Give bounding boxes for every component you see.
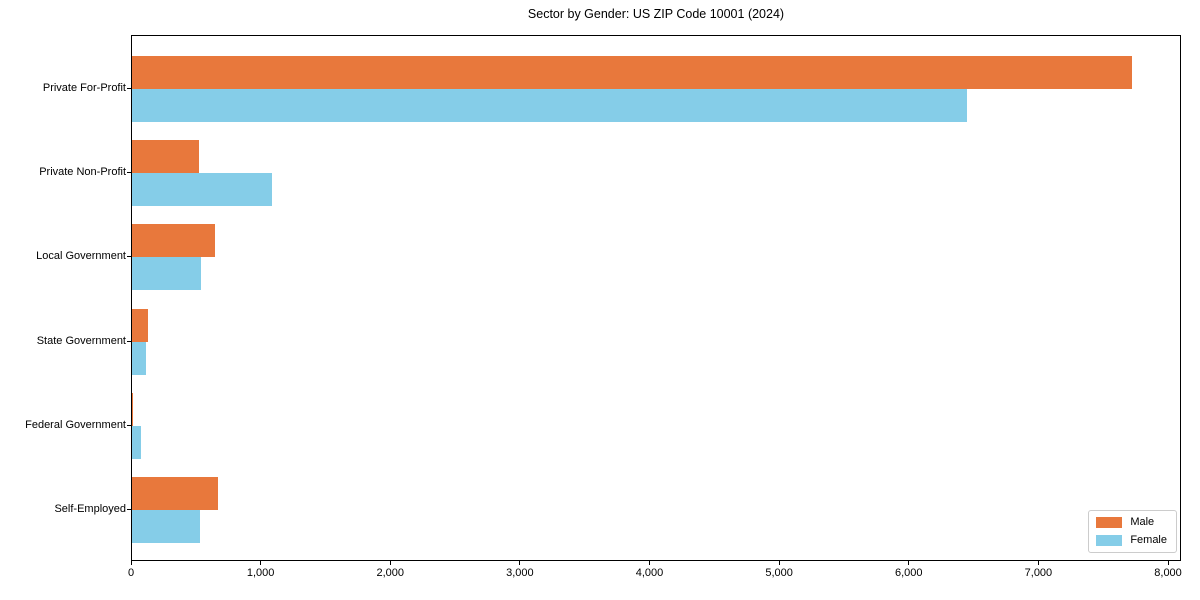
x-tick-label-5000: 5,000 — [765, 567, 793, 579]
x-tick-mark — [649, 561, 651, 565]
bar-male-federal-government — [132, 392, 134, 426]
legend-label-female: Female — [1130, 534, 1167, 546]
x-tick-label-6000: 6,000 — [895, 567, 923, 579]
bar-female-private-non-profit — [132, 173, 272, 207]
plot-area — [131, 35, 1181, 561]
y-tick-mark — [127, 172, 131, 174]
bar-male-local-government — [132, 224, 215, 258]
y-tick-mark — [127, 340, 131, 342]
x-tick-mark — [1167, 561, 1169, 565]
y-tick-label-private-non-profit: Private Non-Profit — [39, 166, 126, 179]
y-tick-label-private-for-profit: Private For-Profit — [42, 82, 126, 94]
chart-title: Sector by Gender: US ZIP Code 10001 (202… — [527, 7, 785, 21]
x-tick-label-7000: 7,000 — [1024, 567, 1053, 579]
legend-item-male: Male — [1096, 516, 1167, 528]
x-tick-mark — [908, 561, 910, 565]
bar-male-self-employed — [132, 477, 219, 510]
y-tick-label-state-government: State Government — [36, 334, 126, 347]
bar-female-local-government — [132, 257, 201, 291]
bar-female-state-government — [132, 341, 147, 375]
bar-female-self-employed — [132, 510, 201, 543]
legend-item-female: Female — [1096, 534, 1167, 546]
bar-male-state-government — [132, 308, 149, 342]
x-tick-label-0: 0 — [127, 567, 135, 579]
bar-male-private-non-profit — [132, 140, 199, 174]
x-tick-mark — [130, 561, 132, 565]
y-tick-mark — [127, 424, 131, 426]
x-tick-mark — [260, 561, 262, 565]
x-tick-mark — [389, 561, 391, 565]
legend: Male Female — [1088, 510, 1177, 553]
y-tick-mark — [127, 256, 131, 258]
y-tick-mark — [127, 88, 131, 89]
y-tick-mark — [127, 509, 131, 510]
bar-female-federal-government — [132, 425, 142, 459]
bar-male-private-for-profit — [132, 56, 1133, 89]
bar-female-private-for-profit — [132, 89, 967, 122]
x-tick-label-3000: 3,000 — [506, 567, 534, 579]
legend-label-male: Male — [1130, 516, 1155, 528]
female-color-swatch — [1096, 534, 1123, 546]
x-tick-label-2000: 2,000 — [376, 567, 405, 579]
x-tick-mark — [519, 561, 521, 565]
x-tick-label-1000: 1,000 — [246, 567, 275, 579]
y-tick-label-local-government: Local Government — [36, 250, 126, 263]
x-tick-mark — [1037, 561, 1039, 565]
x-tick-mark — [778, 561, 780, 565]
y-tick-label-federal-government: Federal Government — [25, 418, 126, 431]
x-tick-label-8000: 8,000 — [1154, 567, 1182, 579]
male-color-swatch — [1096, 516, 1123, 528]
x-tick-label-4000: 4,000 — [635, 567, 664, 579]
y-tick-label-self-employed: Self-Employed — [54, 503, 126, 515]
